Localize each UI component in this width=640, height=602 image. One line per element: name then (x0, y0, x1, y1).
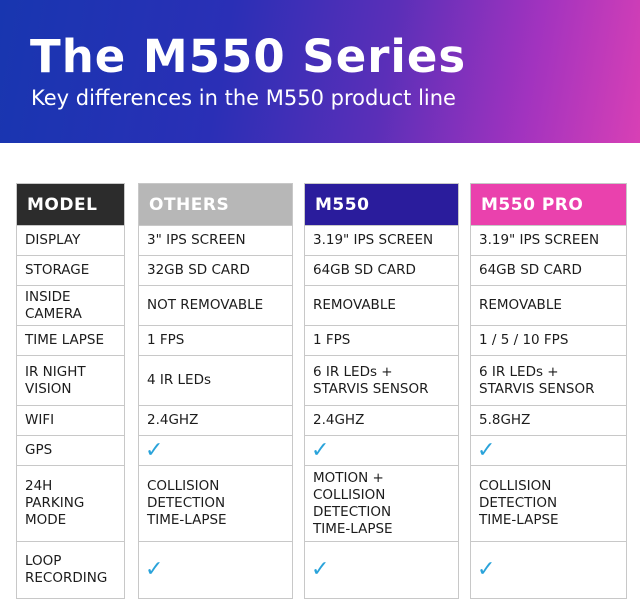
pro-check-icon-gps: ✓ (471, 435, 626, 465)
m550-pro-header: M550 PRO (471, 184, 626, 225)
others-cell-ir-night-vision: 4 IR LEDs (139, 355, 292, 405)
pro-cell-inside-camera: REMOVABLE (471, 285, 626, 325)
others-check-icon-gps: ✓ (139, 435, 292, 465)
pro-cell-storage: 64GB SD CARD (471, 255, 626, 285)
pro-cell-parking-mode: COLLISION DETECTION TIME-LAPSE (471, 465, 626, 541)
m550-cell-ir-night-vision: 6 IR LEDs + STARVIS SENSOR (305, 355, 458, 405)
m550-header: M550 (305, 184, 458, 225)
model-cell-wifi: WIFI (17, 405, 124, 435)
others-cell-time-lapse: 1 FPS (139, 325, 292, 355)
others-header: OTHERS (139, 184, 292, 225)
others-cell-storage: 32GB SD CARD (139, 255, 292, 285)
others-cell-parking-mode: COLLISION DETECTION TIME-LAPSE (139, 465, 292, 541)
pro-cell-wifi: 5.8GHZ (471, 405, 626, 435)
model-column: MODEL DISPLAY STORAGE INSIDE CAMERA TIME LA… (16, 183, 125, 599)
model-cell-ir-night-vision: IR NIGHT VISION (17, 355, 124, 405)
pro-check-icon-loop-recording: ✓ (471, 541, 626, 598)
m550-pro-column: M550 PRO 3.19" IPS SCREEN 64GB SD CARD REM… (470, 183, 627, 599)
others-cell-inside-camera: NOT REMOVABLE (139, 285, 292, 325)
model-header: MODEL (17, 184, 124, 225)
others-check-icon-loop-recording: ✓ (139, 541, 292, 598)
pro-cell-display: 3.19" IPS SCREEN (471, 225, 626, 255)
m550-cell-time-lapse: 1 FPS (305, 325, 458, 355)
model-cell-gps: GPS (17, 435, 124, 465)
pro-cell-ir-night-vision: 6 IR LEDs + STARVIS SENSOR (471, 355, 626, 405)
m550-cell-parking-mode: MOTION + COLLISION DETECTION TIME-LAPSE (305, 465, 458, 541)
m550-check-icon-loop-recording: ✓ (305, 541, 458, 598)
others-cell-wifi: 2.4GHZ (139, 405, 292, 435)
m550-cell-inside-camera: REMOVABLE (305, 285, 458, 325)
model-cell-storage: STORAGE (17, 255, 124, 285)
page-title: The M550 Series (30, 30, 467, 83)
m550-cell-wifi: 2.4GHZ (305, 405, 458, 435)
m550-cell-display: 3.19" IPS SCREEN (305, 225, 458, 255)
model-cell-parking-mode: 24H PARKING MODE (17, 465, 124, 541)
model-cell-inside-camera: INSIDE CAMERA (17, 285, 124, 325)
header-banner: The M550 Series Key differences in the M… (0, 0, 640, 143)
pro-cell-time-lapse: 1 / 5 / 10 FPS (471, 325, 626, 355)
others-column: OTHERS 3" IPS SCREEN 32GB SD CARD NOT REMO… (138, 183, 293, 599)
model-cell-loop-recording: LOOP RECORDING (17, 541, 124, 598)
m550-check-icon-gps: ✓ (305, 435, 458, 465)
model-cell-time-lapse: TIME LAPSE (17, 325, 124, 355)
m550-cell-storage: 64GB SD CARD (305, 255, 458, 285)
m550-column: M550 3.19" IPS SCREEN 64GB SD CARD REMOVAB… (304, 183, 459, 599)
page-subtitle: Key differences in the M550 product line (31, 86, 456, 110)
model-cell-display: DISPLAY (17, 225, 124, 255)
others-cell-display: 3" IPS SCREEN (139, 225, 292, 255)
